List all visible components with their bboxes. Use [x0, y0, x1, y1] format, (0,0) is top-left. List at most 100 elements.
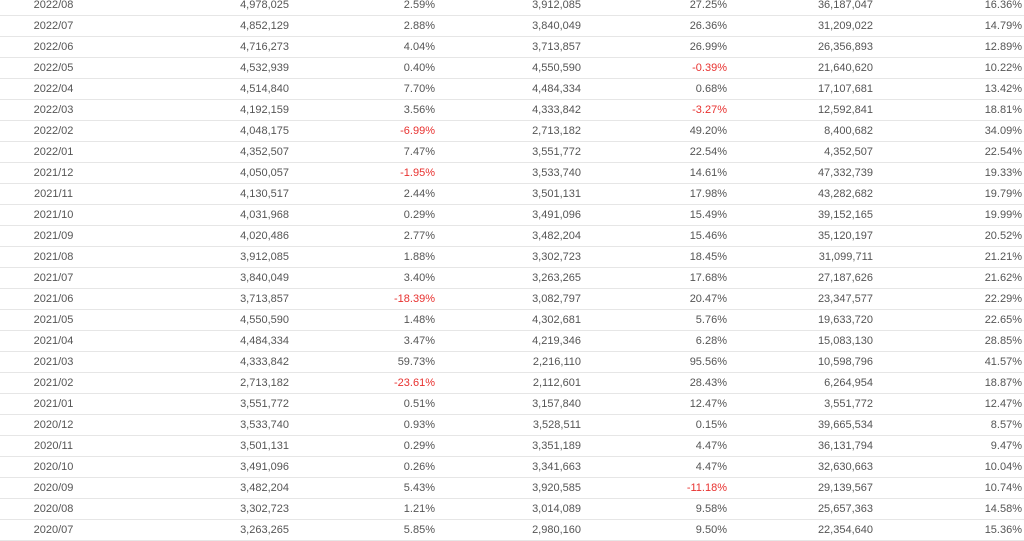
- change-a-cell: 1.88%: [289, 246, 435, 268]
- cumulative-cell: 36,187,047: [727, 0, 873, 16]
- change-b-cell: 28.43%: [581, 372, 727, 394]
- value-a-cell: 3,533,740: [107, 414, 289, 436]
- change-b-cell: 0.15%: [581, 414, 727, 436]
- change-a-cell: 1.21%: [289, 498, 435, 520]
- change-b-cell: 5.76%: [581, 309, 727, 331]
- cumulative-change-cell: 18.81%: [873, 99, 1024, 121]
- month-cell: 2021/08: [0, 246, 107, 268]
- value-b-cell: 2,216,110: [435, 351, 581, 373]
- value-a-cell: 3,263,265: [107, 519, 289, 541]
- change-a-cell: 3.40%: [289, 267, 435, 289]
- change-b-cell: 15.46%: [581, 225, 727, 247]
- cumulative-cell: 43,282,682: [727, 183, 873, 205]
- table-row: 2021/05 4,550,590 1.48% 4,302,681 5.76% 19,63…: [0, 309, 1024, 331]
- table-row: 2021/12 4,050,057 -1.95% 3,533,740 14.61% 47,…: [0, 162, 1024, 184]
- change-b-cell: 26.99%: [581, 36, 727, 58]
- cumulative-change-cell: 41.57%: [873, 351, 1024, 373]
- value-b-cell: 3,920,585: [435, 477, 581, 499]
- month-cell: 2021/04: [0, 330, 107, 352]
- value-a-cell: 4,716,273: [107, 36, 289, 58]
- change-b-cell: 17.68%: [581, 267, 727, 289]
- change-a-cell: 0.29%: [289, 435, 435, 457]
- cumulative-change-cell: 19.33%: [873, 162, 1024, 184]
- change-b-cell: 9.58%: [581, 498, 727, 520]
- change-b-cell: 18.45%: [581, 246, 727, 268]
- month-cell: 2022/03: [0, 99, 107, 121]
- value-b-cell: 3,341,663: [435, 456, 581, 478]
- change-a-cell: -6.99%: [289, 120, 435, 142]
- cumulative-change-cell: 19.79%: [873, 183, 1024, 205]
- change-a-cell: 5.43%: [289, 477, 435, 499]
- cumulative-cell: 8,400,682: [727, 120, 873, 142]
- change-a-cell: 0.26%: [289, 456, 435, 478]
- value-b-cell: 3,014,089: [435, 498, 581, 520]
- month-cell: 2020/07: [0, 519, 107, 541]
- value-b-cell: 2,112,601: [435, 372, 581, 394]
- change-b-cell: 20.47%: [581, 288, 727, 310]
- value-b-cell: 4,550,590: [435, 57, 581, 79]
- value-b-cell: 4,333,842: [435, 99, 581, 121]
- table-row: 2020/12 3,533,740 0.93% 3,528,511 0.15% 39,66…: [0, 414, 1024, 436]
- table-row: 2022/07 4,852,129 2.88% 3,840,049 26.36% 31,2…: [0, 15, 1024, 37]
- value-b-cell: 3,912,085: [435, 0, 581, 16]
- change-b-cell: -3.27%: [581, 99, 727, 121]
- cumulative-cell: 4,352,507: [727, 141, 873, 163]
- cumulative-cell: 17,107,681: [727, 78, 873, 100]
- cumulative-cell: 25,657,363: [727, 498, 873, 520]
- change-a-cell: -18.39%: [289, 288, 435, 310]
- cumulative-cell: 26,356,893: [727, 36, 873, 58]
- value-b-cell: 3,491,096: [435, 204, 581, 226]
- table-row: 2022/03 4,192,159 3.56% 4,333,842 -3.27% 12,5…: [0, 99, 1024, 121]
- table-row: 2021/02 2,713,182 -23.61% 2,112,601 28.43% 6,…: [0, 372, 1024, 394]
- month-cell: 2021/11: [0, 183, 107, 205]
- cumulative-change-cell: 16.36%: [873, 0, 1024, 16]
- change-a-cell: 0.40%: [289, 57, 435, 79]
- value-b-cell: 3,263,265: [435, 267, 581, 289]
- change-b-cell: 4.47%: [581, 435, 727, 457]
- month-cell: 2022/08: [0, 0, 107, 16]
- table-row: 2021/01 3,551,772 0.51% 3,157,840 12.47% 3,55…: [0, 393, 1024, 415]
- cumulative-cell: 6,264,954: [727, 372, 873, 394]
- cumulative-cell: 39,665,534: [727, 414, 873, 436]
- value-a-cell: 4,333,842: [107, 351, 289, 373]
- value-b-cell: 3,528,511: [435, 414, 581, 436]
- value-a-cell: 3,840,049: [107, 267, 289, 289]
- value-b-cell: 2,713,182: [435, 120, 581, 142]
- cumulative-cell: 47,332,739: [727, 162, 873, 184]
- cumulative-cell: 3,551,772: [727, 393, 873, 415]
- value-a-cell: 2,713,182: [107, 372, 289, 394]
- table-row: 2022/02 4,048,175 -6.99% 2,713,182 49.20% 8,4…: [0, 120, 1024, 142]
- value-a-cell: 3,482,204: [107, 477, 289, 499]
- month-cell: 2021/12: [0, 162, 107, 184]
- change-b-cell: 22.54%: [581, 141, 727, 163]
- cumulative-cell: 19,633,720: [727, 309, 873, 331]
- value-a-cell: 4,050,057: [107, 162, 289, 184]
- change-b-cell: 26.36%: [581, 15, 727, 37]
- cumulative-change-cell: 12.89%: [873, 36, 1024, 58]
- change-a-cell: 0.93%: [289, 414, 435, 436]
- change-a-cell: 0.29%: [289, 204, 435, 226]
- month-cell: 2020/09: [0, 477, 107, 499]
- cumulative-change-cell: 14.58%: [873, 498, 1024, 520]
- cumulative-cell: 29,139,567: [727, 477, 873, 499]
- table-row: 2020/09 3,482,204 5.43% 3,920,585 -11.18% 29,…: [0, 477, 1024, 499]
- table-row: 2021/06 3,713,857 -18.39% 3,082,797 20.47% 23…: [0, 288, 1024, 310]
- value-b-cell: 4,219,346: [435, 330, 581, 352]
- value-b-cell: 3,551,772: [435, 141, 581, 163]
- table-row: 2020/10 3,491,096 0.26% 3,341,663 4.47% 32,63…: [0, 456, 1024, 478]
- change-b-cell: 9.50%: [581, 519, 727, 541]
- table-row: 2022/08 4,978,025 2.59% 3,912,085 27.25% 36,1…: [0, 0, 1024, 16]
- month-cell: 2022/05: [0, 57, 107, 79]
- value-b-cell: 3,157,840: [435, 393, 581, 415]
- change-b-cell: 17.98%: [581, 183, 727, 205]
- month-cell: 2021/03: [0, 351, 107, 373]
- value-a-cell: 4,352,507: [107, 141, 289, 163]
- table-row: 2021/08 3,912,085 1.88% 3,302,723 18.45% 31,0…: [0, 246, 1024, 268]
- change-b-cell: 14.61%: [581, 162, 727, 184]
- change-b-cell: 6.28%: [581, 330, 727, 352]
- change-b-cell: 95.56%: [581, 351, 727, 373]
- value-a-cell: 4,852,129: [107, 15, 289, 37]
- cumulative-cell: 12,592,841: [727, 99, 873, 121]
- change-a-cell: 2.44%: [289, 183, 435, 205]
